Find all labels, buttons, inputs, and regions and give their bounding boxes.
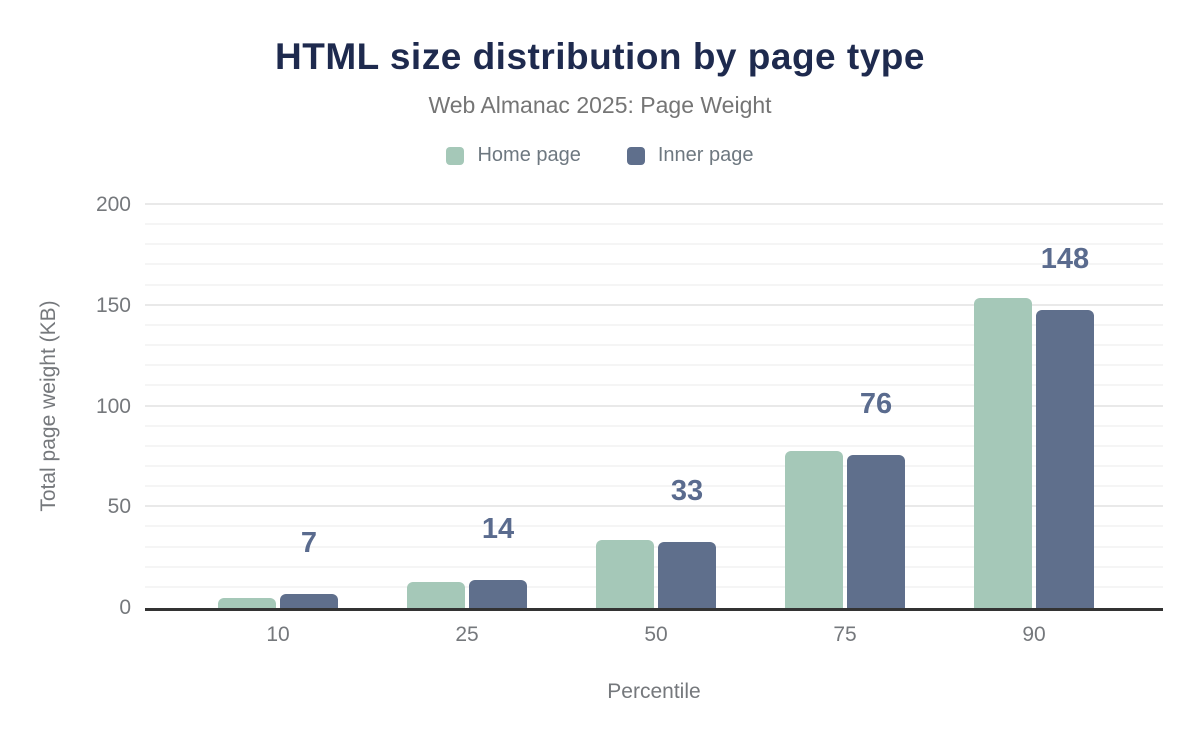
major-gridline: [145, 505, 1163, 508]
bar-value-label: 14: [481, 512, 515, 545]
minor-gridline: [145, 525, 1163, 528]
legend-item-inner-page[interactable]: Inner page: [626, 144, 754, 167]
minor-gridline: [145, 323, 1163, 326]
bar-home-page-p90[interactable]: [974, 297, 1032, 608]
bar-inner-page-p25[interactable]: [469, 579, 527, 608]
minor-gridline: [145, 444, 1163, 447]
bar-home-page-p25[interactable]: [407, 581, 465, 608]
major-gridline: [145, 404, 1163, 407]
y-tick-label: 150: [95, 293, 131, 317]
bar-value-label: 7: [300, 526, 318, 559]
minor-gridline: [145, 384, 1163, 387]
plot-area: 0 50 100 150 200 10 7 25 14 50 33 75 76 90 148: [96, 193, 1163, 646]
y-tick-label: 200: [95, 193, 131, 216]
bar-inner-page-p10[interactable]: [280, 593, 338, 608]
bar-inner-page-p90[interactable]: [1036, 309, 1094, 608]
minor-gridline: [145, 283, 1163, 286]
minor-gridline: [145, 364, 1163, 367]
legend-swatch-home-page-icon: [446, 146, 465, 165]
legend: Home page Inner page: [0, 144, 1200, 167]
y-tick-label: 50: [107, 495, 131, 519]
bar-home-page-p10[interactable]: [218, 597, 276, 608]
chart-subtitle: Web Almanac 2025: Page Weight: [428, 92, 772, 118]
x-tick-label: 90: [1022, 623, 1046, 646]
minor-gridline: [145, 243, 1163, 246]
bar-home-page-p50[interactable]: [596, 539, 654, 608]
minor-gridline: [145, 223, 1163, 226]
bar-value-label: 76: [859, 387, 893, 420]
y-tick-label: 100: [95, 394, 131, 418]
major-gridline: [145, 203, 1163, 205]
minor-gridline: [145, 585, 1163, 588]
minor-gridline: [145, 344, 1163, 347]
bar-value-label: 148: [1040, 242, 1090, 275]
bar-inner-page-p75[interactable]: [847, 454, 905, 608]
x-tick-label: 75: [833, 623, 857, 646]
major-gridline: [145, 303, 1163, 306]
minor-gridline: [145, 464, 1163, 467]
bar-value-label: 33: [670, 474, 704, 507]
minor-gridline: [145, 263, 1163, 266]
x-tick-label: 25: [455, 623, 479, 646]
x-tick-label: 50: [644, 623, 668, 646]
minor-gridline: [145, 485, 1163, 488]
legend-item-home-page[interactable]: Home page: [446, 144, 581, 167]
minor-gridline: [145, 545, 1163, 548]
bar-inner-page-p50[interactable]: [658, 541, 716, 608]
x-tick-label: 10: [266, 623, 290, 646]
y-axis-title: Total page weight (KB): [37, 300, 60, 512]
bar-home-page-p75[interactable]: [785, 450, 843, 608]
x-axis-line: [145, 608, 1163, 611]
minor-gridline: [145, 424, 1163, 427]
x-axis-title: Percentile: [607, 680, 701, 703]
chart-title: HTML size distribution by page type: [275, 36, 925, 77]
legend-label-home-page: Home page: [477, 144, 581, 166]
legend-label-inner-page: Inner page: [657, 144, 754, 166]
minor-gridline: [145, 565, 1163, 568]
y-tick-label: 0: [119, 596, 131, 619]
legend-swatch-inner-page-icon: [626, 146, 645, 165]
